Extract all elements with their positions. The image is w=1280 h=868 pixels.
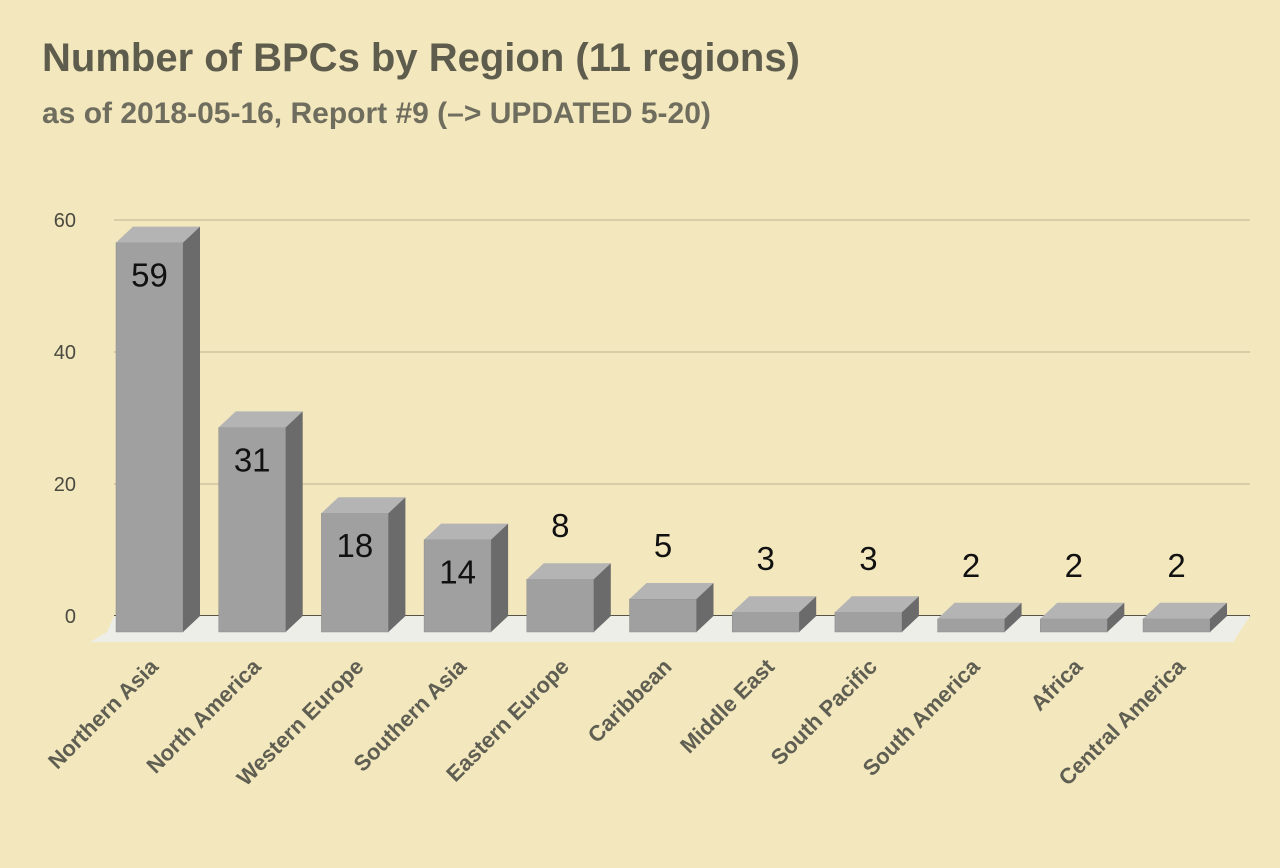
bar [218,427,286,633]
bar-top [526,563,611,580]
bar-side [1210,602,1227,632]
data-label: 59 [131,257,168,294]
bar-top [116,226,200,243]
bar-top [1040,602,1125,619]
bar-top [218,411,303,428]
bar [834,611,903,633]
bar-top [937,602,1022,619]
bar-top [424,523,509,540]
bar-side [901,596,919,632]
data-label: 2 [1167,547,1185,584]
bar-side [491,523,509,632]
bar [937,618,1005,633]
x-tick-label: Caribbean [583,654,677,748]
data-label: 8 [551,507,569,544]
x-tick-label: Africa [1026,653,1088,715]
bar-side [285,411,303,632]
data-label: 18 [337,527,374,564]
bar-side [696,583,714,632]
bar-side [593,563,611,632]
bar [731,611,800,633]
bar-top [321,497,406,514]
data-label: 3 [757,540,775,577]
bar [115,242,184,633]
data-label: 3 [859,540,877,577]
bar-side [1107,602,1125,632]
data-label: 5 [654,527,672,564]
bar [526,578,595,633]
y-tick-label: 40 [54,342,76,364]
bar [1040,618,1108,633]
y-tick-label: 0 [65,606,76,628]
bar [629,598,697,633]
bar [1142,618,1211,633]
bar-side [799,596,817,632]
chart-subtitle: as of 2018-05-16, Report #9 (–> UPDATED … [42,97,711,130]
bar-top [732,596,817,613]
x-tick-label: Middle East [675,653,780,758]
data-label: 2 [1065,547,1083,584]
bar-top [629,583,714,599]
chart-title: Number of BPCs by Region (11 regions) [42,36,800,80]
bar-top [834,596,919,613]
bar-side [388,497,406,632]
y-tick-label: 20 [54,474,76,496]
data-label: 2 [962,547,980,584]
y-tick-label: 60 [54,210,76,232]
data-label: 31 [234,441,271,478]
bar-side [1004,602,1022,632]
data-label: 14 [439,554,476,591]
x-tick-label: South Pacific [766,654,882,770]
bar-side [183,226,200,632]
bar-top [1143,602,1227,619]
